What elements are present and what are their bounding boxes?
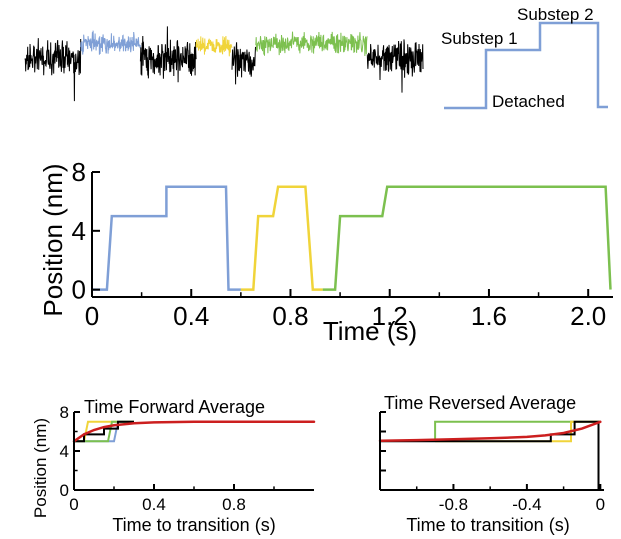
- raw-trace-segment-black: [24, 38, 82, 102]
- b-series-blue: [92, 185, 241, 291]
- raw-trace-segment-green: [255, 31, 368, 57]
- c-xlabel: Time to transition (s): [112, 515, 275, 535]
- b-xtick-label: 1.6: [471, 301, 507, 331]
- raw-trace-segment-black: [366, 39, 424, 93]
- b-series-yellow: [240, 185, 323, 291]
- d-series-red: [378, 420, 602, 443]
- schematic-label-substep2: Substep 2: [517, 5, 594, 24]
- b-xlabel: Time (s): [323, 316, 417, 346]
- c-ytick-label: 8: [60, 403, 69, 422]
- b-xtick-label: 2.0: [570, 301, 606, 331]
- b-ytick-label: 8: [72, 157, 86, 187]
- b-ytick-label: 4: [72, 216, 86, 246]
- c-ytick-label: 4: [60, 442, 69, 461]
- schematic-label-detached: Detached: [492, 92, 565, 111]
- b-ylabel: Position (nm): [38, 163, 68, 316]
- idealized-trace-panel: 0 0.4 0.8 1.2 1.6 2.0 0 4 8 Time (s) Position (n…: [38, 157, 613, 346]
- c-series-black: [74, 420, 134, 443]
- d-title: Time Reversed Average: [384, 393, 576, 413]
- raw-trace-segment-black: [231, 42, 257, 85]
- b-ytick-label: 0: [72, 275, 86, 305]
- d-xlabel: Time to transition (s): [406, 515, 569, 535]
- schematic-step-line: [444, 21, 608, 110]
- substep-schematic: Substep 2 Substep 1 Detached: [441, 5, 608, 111]
- c-series-red: [72, 420, 316, 443]
- c-ylabel: Position (nm): [31, 418, 50, 518]
- forward-average-panel: 0 0.4 0.8 0 4 8 Time Forward Average Time to …: [31, 397, 316, 535]
- b-xtick-label: 1.2: [372, 301, 408, 331]
- c-xtick-label: 0.8: [222, 495, 246, 514]
- c-xtick-label: 0.4: [142, 495, 166, 514]
- b-xtick-label: 0.8: [272, 301, 308, 331]
- d-xtick-label: 0: [596, 495, 605, 514]
- d-xtick-label: -0.8: [439, 495, 468, 514]
- reversed-average-panel: -0.8 -0.4 0 Time Reversed Average Time to …: [378, 393, 605, 535]
- schematic-label-substep1: Substep 1: [441, 29, 518, 48]
- c-xtick-label: 0: [69, 495, 78, 514]
- c-title: Time Forward Average: [84, 397, 265, 417]
- raw-trace-segment-black: [139, 26, 197, 83]
- raw-trace-segment-yellow: [195, 35, 233, 57]
- c-ytick-label: 0: [60, 481, 69, 500]
- b-series-green: [322, 185, 612, 291]
- b-xtick-label: 0: [85, 301, 99, 331]
- b-xtick-label: 0.4: [173, 301, 209, 331]
- raw-trace-segment-blue: [80, 30, 141, 55]
- d-xtick-label: -0.4: [512, 495, 541, 514]
- raw-trace-panel: [24, 26, 424, 102]
